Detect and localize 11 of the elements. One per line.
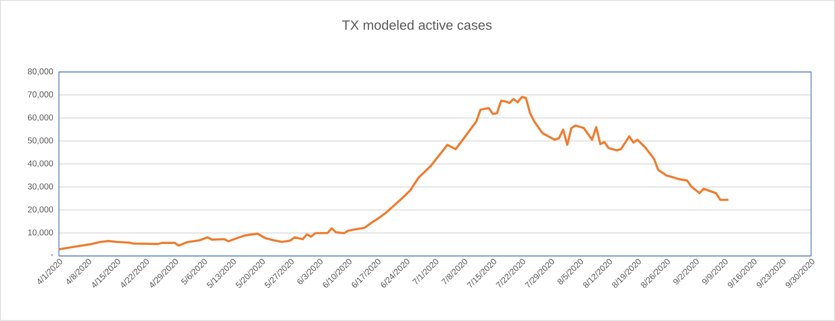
y-tick-label: -: [50, 254, 54, 256]
chart-title: TX modeled active cases: [342, 20, 492, 30]
line-series: [58, 96, 730, 250]
y-tick-label: 80,000: [28, 68, 54, 76]
y-tick-label: 20,000: [28, 206, 54, 214]
y-tick-label: 40,000: [28, 160, 54, 168]
y-tick-label: 60,000: [28, 114, 54, 122]
y-tick-label: 10,000: [28, 230, 54, 237]
y-tick-label: 70,000: [28, 92, 54, 98]
y-tick-label: 30,000: [28, 184, 54, 190]
y-tick-label: 50,000: [28, 138, 54, 144]
